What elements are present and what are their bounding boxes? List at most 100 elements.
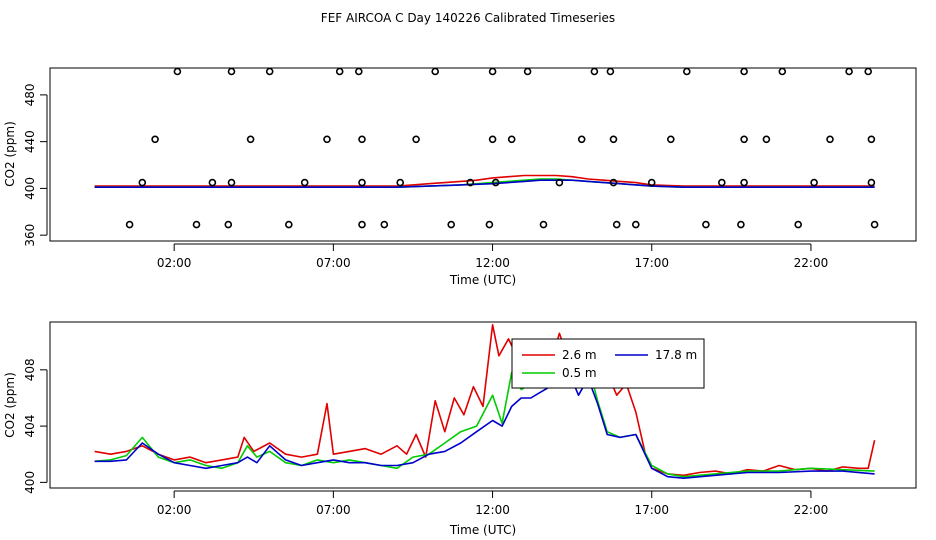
- circle-marker: [466, 178, 475, 187]
- circle-marker: [323, 135, 331, 144]
- series-line-17-8-m: [94, 371, 875, 480]
- circle-marker: [227, 178, 236, 187]
- series-line-2-6-m: [94, 174, 875, 187]
- circle-marker: [300, 178, 309, 187]
- top-panel: Time (UTC) CO2 (ppm) 02:00 07:00 12:00 17:0…: [3, 67, 917, 287]
- circle-marker: [284, 220, 293, 229]
- bottom-x-ticks: 02:00 07:00 12:00 17:00 22:00: [157, 490, 829, 517]
- top-x-ticks: 02:00 07:00 12:00 17:00 22:00: [157, 243, 829, 270]
- circle-marker: [740, 178, 748, 187]
- circle-marker: [485, 220, 494, 229]
- bottom-y-ticks: 400 404 408: [23, 358, 48, 494]
- top-circle-markers: [125, 67, 879, 229]
- legend-label-17-8m: 17.8 m: [655, 348, 697, 362]
- circle-marker: [358, 178, 366, 187]
- circle-marker: [224, 220, 233, 229]
- circle-marker: [265, 67, 274, 76]
- legend-box: [511, 338, 705, 389]
- circle-marker: [609, 178, 618, 187]
- circle-marker: [740, 67, 748, 76]
- x-tick-label: 17:00: [634, 503, 669, 517]
- x-tick-label: 02:00: [157, 503, 192, 517]
- circle-marker: [762, 135, 771, 144]
- bottom-panel: Time (UTC) CO2 (ppm) 02:00 07:00 12:00 17:0…: [3, 321, 917, 537]
- top-plot-frame: [49, 67, 917, 242]
- series-line-2-6-m: [94, 323, 876, 477]
- legend-label-0-5m: 0.5 m: [562, 366, 597, 380]
- circle-marker: [778, 67, 787, 76]
- circle-marker: [208, 178, 217, 187]
- circle-marker: [577, 135, 586, 144]
- circle-marker: [138, 178, 147, 187]
- x-tick-label: 22:00: [794, 256, 829, 270]
- circle-marker: [826, 135, 834, 144]
- circle-marker: [507, 135, 516, 144]
- top-y-axis-label: CO2 (ppm): [3, 121, 17, 187]
- circle-marker: [867, 178, 876, 187]
- x-tick-label: 07:00: [316, 256, 351, 270]
- circle-marker: [488, 67, 497, 76]
- circle-marker: [396, 178, 405, 187]
- circle-marker: [488, 135, 497, 144]
- bottom-y-axis-label: CO2 (ppm): [3, 372, 17, 438]
- circle-marker: [125, 220, 134, 229]
- circle-marker: [845, 67, 853, 76]
- circle-marker: [555, 178, 564, 187]
- x-tick-label: 02:00: [157, 256, 192, 270]
- circle-marker: [412, 135, 420, 144]
- circle-marker: [666, 135, 675, 144]
- circle-marker: [717, 178, 726, 187]
- circle-marker: [631, 220, 640, 229]
- circle-marker: [794, 220, 803, 229]
- legend-label-2-6m: 2.6 m: [562, 348, 597, 362]
- page-title: FEF AIRCOA C Day 140226 Calibrated Times…: [321, 11, 615, 25]
- circle-marker: [354, 67, 363, 76]
- top-y-ticks: 360 400 440 480: [23, 83, 48, 247]
- y-tick-label: 400: [23, 471, 37, 494]
- circle-marker: [246, 135, 255, 144]
- y-tick-label: 360: [23, 224, 37, 247]
- series-line-17-8-m: [94, 179, 875, 188]
- circle-marker: [870, 220, 879, 229]
- x-tick-label: 22:00: [794, 503, 829, 517]
- circle-marker: [447, 220, 456, 229]
- x-tick-label: 12:00: [475, 503, 510, 517]
- legend: 2.6 m 17.8 m 0.5 m: [511, 338, 705, 389]
- bottom-plot-frame: [49, 321, 917, 489]
- y-tick-label: 400: [23, 177, 37, 200]
- circle-marker: [740, 135, 748, 144]
- circle-marker: [227, 67, 236, 76]
- y-tick-label: 404: [23, 415, 37, 438]
- x-tick-label: 07:00: [316, 503, 351, 517]
- circle-marker: [173, 67, 182, 76]
- circle-marker: [491, 178, 500, 187]
- circle-marker: [737, 220, 745, 229]
- x-tick-label: 12:00: [475, 256, 510, 270]
- y-tick-label: 408: [23, 358, 37, 381]
- bottom-x-axis-label: Time (UTC): [449, 523, 516, 537]
- circle-marker: [606, 67, 615, 76]
- circle-marker: [523, 67, 532, 76]
- circle-marker: [609, 135, 618, 144]
- circle-marker: [539, 220, 548, 229]
- circle-marker: [590, 67, 599, 76]
- circle-marker: [682, 67, 691, 76]
- circle-marker: [612, 220, 621, 229]
- circle-marker: [864, 67, 873, 76]
- circle-marker: [380, 220, 389, 229]
- bottom-series: [94, 323, 876, 480]
- y-tick-label: 440: [23, 130, 37, 153]
- circle-marker: [358, 220, 366, 229]
- circle-marker: [335, 67, 344, 76]
- y-tick-label: 480: [23, 83, 37, 106]
- circle-marker: [431, 67, 440, 76]
- series-line-0-5-m: [94, 363, 875, 478]
- circle-marker: [358, 135, 366, 144]
- circle-marker: [647, 178, 656, 187]
- circle-marker: [702, 220, 710, 229]
- circle-marker: [867, 135, 876, 144]
- top-series: [94, 174, 875, 188]
- circle-marker: [810, 178, 818, 187]
- top-x-axis-label: Time (UTC): [449, 273, 516, 287]
